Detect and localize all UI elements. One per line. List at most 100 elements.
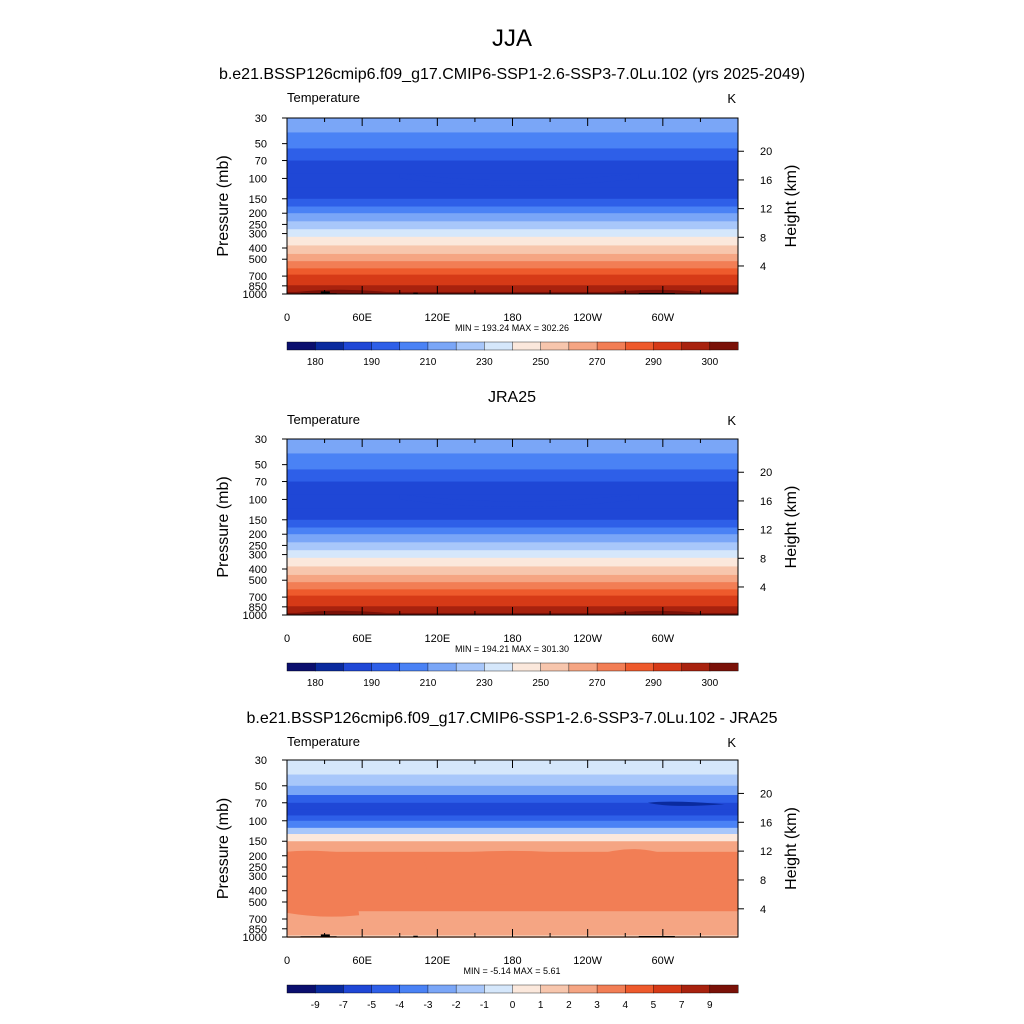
units-label: K	[727, 735, 736, 750]
contour-band	[287, 820, 738, 829]
colorbar-swatch	[314, 341, 344, 351]
colorbar-swatch	[681, 341, 711, 351]
colorbar-swatch	[568, 662, 598, 672]
contour-band	[287, 534, 738, 543]
pressure-tick-label: 250	[249, 862, 267, 874]
height-tick-label: 20	[760, 788, 772, 800]
colorbar-swatch	[709, 984, 739, 994]
pressure-tick-label: 30	[255, 113, 267, 125]
pressure-tick-label: 700	[249, 592, 267, 604]
surface-warm-region	[296, 289, 387, 292]
colorbar-swatch	[314, 662, 344, 672]
contour-band	[287, 280, 738, 286]
contour-band	[287, 834, 738, 842]
colorbar-label: 3	[594, 1000, 600, 1011]
colorbar-swatch	[596, 341, 626, 351]
colorbar-label: 290	[645, 357, 662, 368]
x-tick-label: 0	[284, 633, 290, 645]
colorbar-swatch	[399, 662, 429, 672]
min-max-stats: MIN = 194.21 MAX = 301.30	[455, 644, 569, 654]
contour-band	[287, 595, 738, 602]
longitude-axis: 0 60E 120E 180 120W 60W	[284, 439, 739, 645]
x-tick-label: 120W	[573, 312, 602, 324]
contour-band	[287, 566, 738, 576]
contour-band	[287, 841, 738, 853]
pressure-tick-label: 50	[255, 781, 267, 793]
colorbar-swatch	[343, 984, 373, 994]
pressure-tick-label: 300	[249, 550, 267, 562]
pressure-tick-label: 1000	[243, 289, 267, 301]
contour-band	[287, 236, 738, 246]
contour-band	[287, 469, 738, 483]
colorbar-swatch	[314, 984, 344, 994]
pressure-tick-label: 500	[249, 897, 267, 909]
colorbar-swatch	[455, 341, 485, 351]
colorbar-label: 4	[622, 1000, 628, 1011]
pressure-tick-label: 50	[255, 460, 267, 472]
contour-band	[287, 198, 738, 208]
height-tick-label: 12	[760, 525, 772, 537]
height-tick-label: 12	[760, 846, 772, 858]
contour-band	[287, 542, 738, 551]
height-tick-label: 4	[760, 261, 766, 273]
figure-title: JJA	[492, 25, 532, 52]
height-tick-label: 8	[760, 875, 766, 887]
y-axis-label: Pressure (mb)	[215, 798, 232, 899]
contour-band	[287, 794, 738, 804]
pressure-tick-label: 700	[249, 914, 267, 926]
colorbar: -9 -7 -5 -4 -3 -2 -1 0 1 2 3 4 5 7 9	[286, 984, 739, 1011]
colorbar-label: 270	[589, 678, 606, 689]
colorbar: 180 190 210 230 250 270 290 300	[286, 341, 739, 368]
colorbar-swatch	[625, 984, 654, 994]
pressure-tick-label: 150	[249, 836, 267, 848]
colorbar-swatch	[399, 984, 429, 994]
panel-title: b.e21.BSSP126cmip6.f09_g17.CMIP6-SSP1-2.…	[247, 710, 778, 727]
colorbar-swatch	[455, 662, 485, 672]
colorbar-label: 180	[307, 357, 324, 368]
contour-band	[287, 574, 738, 583]
contour-band	[287, 274, 738, 281]
colorbar-label: 2	[566, 1000, 572, 1011]
x-tick-label: 180	[503, 633, 521, 645]
panels: b.e21.BSSP126cmip6.f09_g17.CMIP6-SSP1-2.…	[215, 66, 805, 1011]
units-label: K	[727, 413, 736, 428]
x-tick-label: 120E	[424, 312, 450, 324]
topography-block	[320, 934, 330, 937]
pressure-tick-label: 30	[255, 755, 267, 767]
colorbar-label: -9	[311, 1000, 320, 1011]
colorbar-label: 190	[363, 357, 380, 368]
panel-title: JRA25	[488, 389, 536, 406]
pressure-tick-label: 150	[249, 194, 267, 206]
contour-band	[287, 911, 738, 930]
colorbar-swatch	[286, 984, 316, 994]
y-axis-label-right: Height (km)	[783, 807, 800, 890]
contour-band	[287, 519, 738, 529]
warm-anomaly-region	[399, 900, 477, 903]
y-axis-label-right: Height (km)	[783, 165, 800, 248]
x-tick-label: 120W	[573, 955, 602, 967]
topography-block	[413, 935, 418, 937]
colorbar-label: -5	[367, 1000, 376, 1011]
contour-band	[287, 785, 738, 796]
pressure-tick-label: 50	[255, 139, 267, 151]
pressure-tick-label: 400	[249, 243, 267, 255]
colorbar-swatch	[540, 662, 570, 672]
height-tick-label: 4	[760, 582, 766, 594]
x-tick-label: 60W	[652, 955, 675, 967]
contour-band	[287, 550, 738, 559]
colorbar-label: 9	[707, 1000, 713, 1011]
surface-warm-region	[296, 610, 387, 613]
pressure-tick-label: 500	[249, 254, 267, 266]
contour-band	[287, 221, 738, 230]
contour-band	[287, 508, 738, 521]
pressure-tick-label: 300	[249, 229, 267, 241]
contour-bands	[287, 760, 738, 938]
pressure-tick-label: 850	[249, 924, 267, 936]
min-max-stats: MIN = -5.14 MAX = 5.61	[463, 966, 560, 976]
colorbar-swatch	[653, 341, 683, 351]
x-tick-label: 60E	[352, 312, 372, 324]
contour-band	[287, 601, 738, 607]
y-axis-label: Pressure (mb)	[215, 155, 232, 256]
pressure-tick-label: 100	[249, 494, 267, 506]
colorbar-label: 230	[476, 357, 493, 368]
